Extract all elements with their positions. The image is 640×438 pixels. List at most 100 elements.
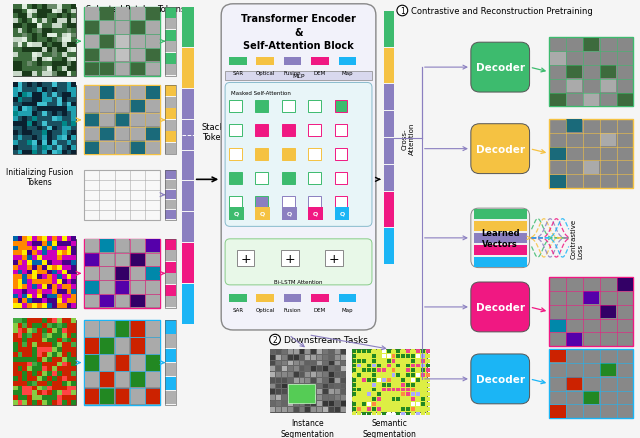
Bar [32,381,37,386]
Bar [392,402,396,406]
Bar [52,83,57,88]
Bar [406,397,410,401]
Bar [61,328,67,333]
Bar [47,255,52,260]
Bar [32,33,37,38]
Bar [387,392,390,396]
Bar [115,63,129,76]
Bar [387,407,390,410]
Bar [37,396,42,400]
Bar [406,354,410,358]
Bar [28,136,32,141]
Bar [300,378,305,383]
Bar [165,297,176,308]
Bar [13,29,17,33]
Bar [61,324,67,328]
Bar [84,295,99,308]
Bar [100,267,114,280]
Bar [270,367,275,371]
Bar [165,86,176,155]
Bar [270,401,275,406]
Bar [294,407,298,412]
Bar [288,396,292,400]
Bar [131,87,145,99]
Bar [22,122,28,126]
Bar [600,364,616,376]
Bar [57,150,61,155]
Bar [165,98,176,109]
Bar [335,355,340,360]
Text: Decoder: Decoder [476,374,525,384]
Bar [72,333,76,338]
Bar [426,378,429,382]
Bar [396,407,401,410]
Bar [13,5,17,10]
Bar [52,347,57,352]
Bar [384,49,394,84]
Bar [32,102,37,107]
Bar [57,289,61,294]
Bar [22,376,28,381]
Bar [61,72,67,77]
Bar [52,255,57,260]
Bar [42,279,47,284]
Bar [32,324,37,328]
Bar [13,145,17,150]
Bar [288,361,292,366]
Bar [17,352,22,357]
Bar [377,412,381,415]
Bar [100,100,114,113]
Bar [411,392,415,396]
Bar [52,145,57,150]
Bar [288,389,292,394]
Bar [308,172,321,185]
Bar [32,343,37,347]
Bar [416,388,420,392]
Text: MLP: MLP [292,74,305,78]
Bar [17,275,22,279]
Bar [17,391,22,396]
Bar [61,136,67,141]
Bar [28,324,32,328]
Bar [377,392,381,396]
Bar [367,359,371,363]
Bar [367,354,371,358]
Bar [340,396,346,400]
Bar [72,117,76,122]
Bar [32,38,37,43]
Bar [401,392,405,396]
Bar [288,367,292,371]
Bar [17,33,22,38]
Bar [42,107,47,112]
Bar [131,22,145,35]
Bar [387,412,390,415]
Bar [72,376,76,381]
Bar [165,349,176,362]
Bar [37,362,42,367]
Bar [381,368,386,372]
Bar [28,122,32,126]
Bar [100,36,114,49]
Bar [372,364,376,367]
Bar [372,412,376,415]
Bar [13,376,17,381]
Bar [32,400,37,405]
Bar [353,402,356,406]
Bar [28,289,32,294]
Bar [406,368,410,372]
Bar [72,122,76,126]
Bar [67,304,72,308]
Bar [32,43,37,48]
Bar [421,354,425,358]
Bar [52,24,57,29]
Bar [72,246,76,251]
Bar [392,350,396,353]
Bar [84,240,99,253]
Bar [52,371,57,376]
Bar [57,14,61,19]
Bar [353,392,356,396]
Bar [115,142,129,155]
Bar [282,355,287,360]
Bar [583,292,599,305]
Bar [57,19,61,24]
